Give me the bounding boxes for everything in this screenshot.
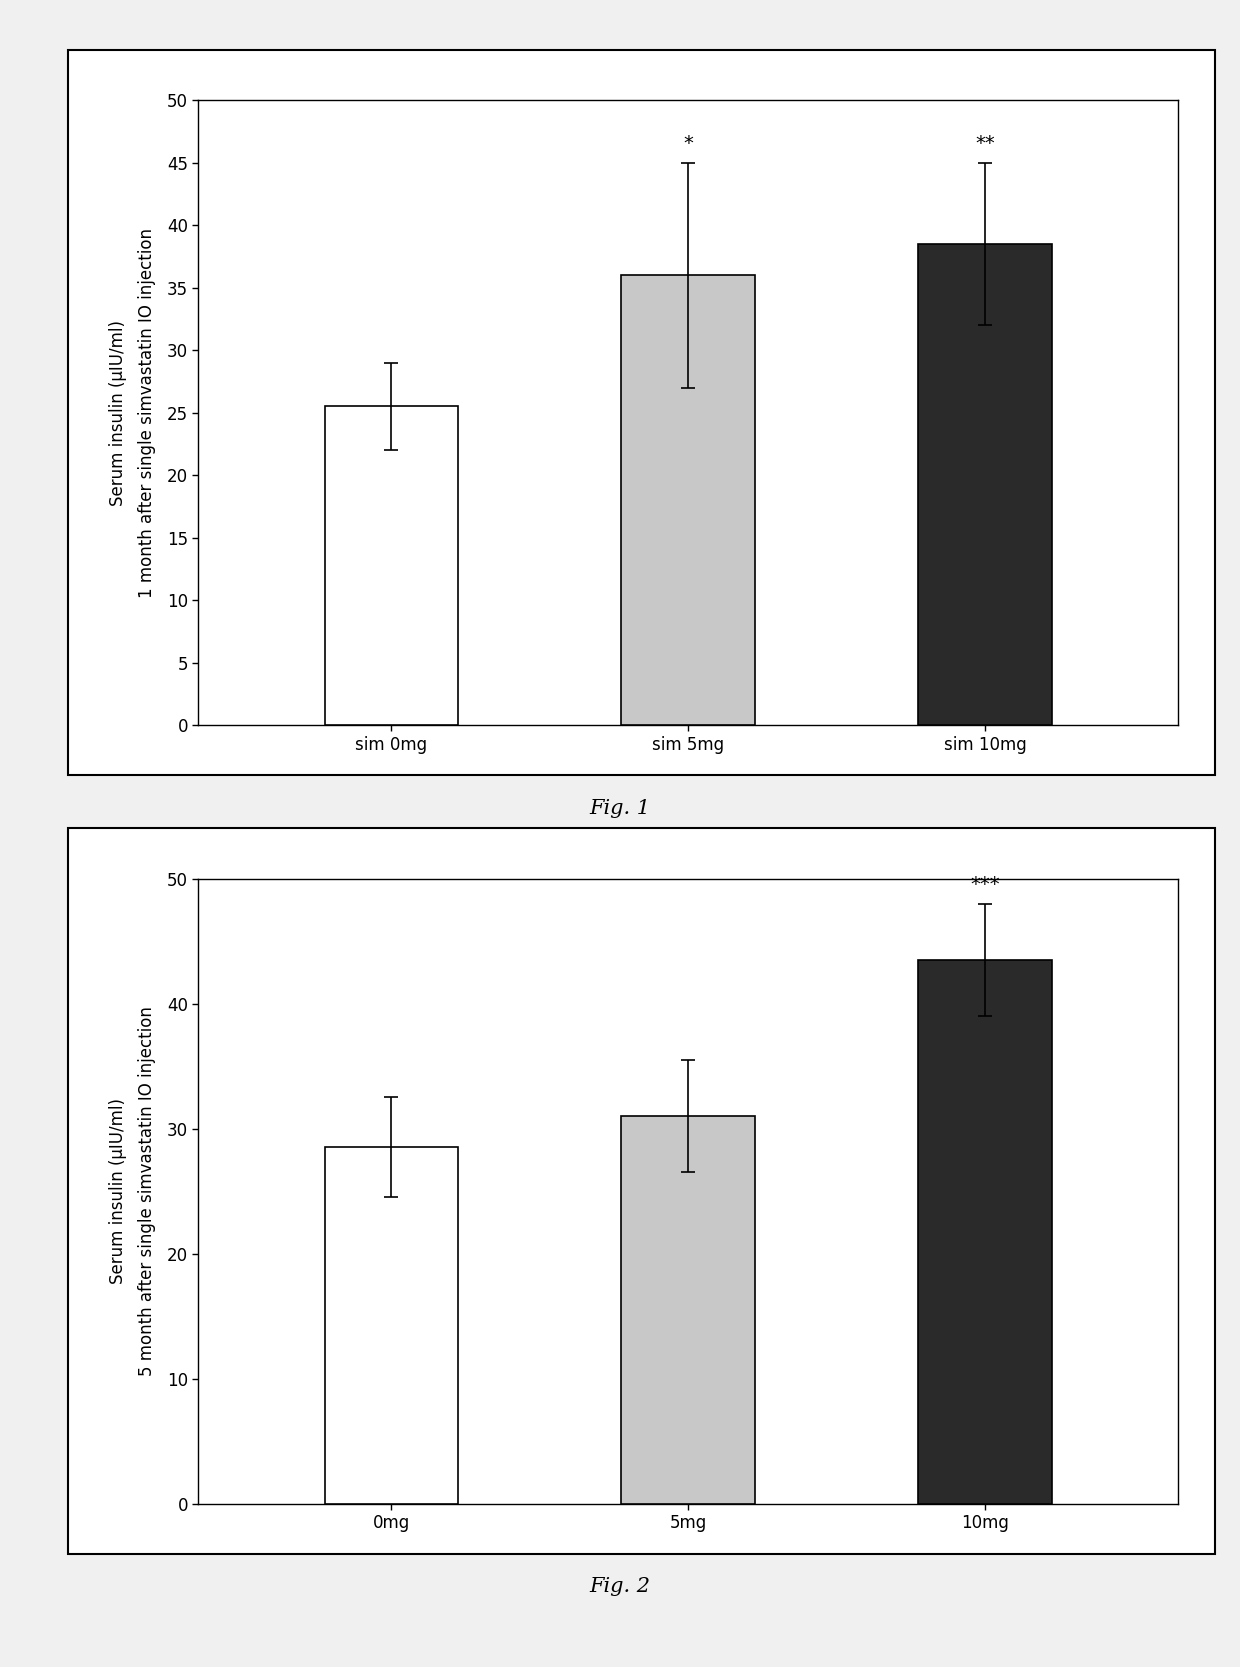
Text: Fig. 2: Fig. 2 [589, 1577, 651, 1597]
Bar [621, 275, 755, 725]
Bar [325, 1147, 458, 1504]
Text: Fig. 1: Fig. 1 [589, 798, 651, 818]
Bar [325, 407, 458, 725]
Text: *: * [683, 133, 693, 153]
Text: ***: *** [970, 875, 999, 894]
Y-axis label: Serum insulin (μIU/ml)
5 month after single simvastatin IO injection: Serum insulin (μIU/ml) 5 month after sin… [109, 1007, 156, 1375]
Y-axis label: Serum insulin (μIU/ml)
1 month after single simvastatin IO injection: Serum insulin (μIU/ml) 1 month after sin… [109, 228, 156, 597]
Text: **: ** [975, 133, 994, 153]
Bar [621, 1117, 755, 1504]
Bar [919, 243, 1052, 725]
Bar [919, 960, 1052, 1504]
